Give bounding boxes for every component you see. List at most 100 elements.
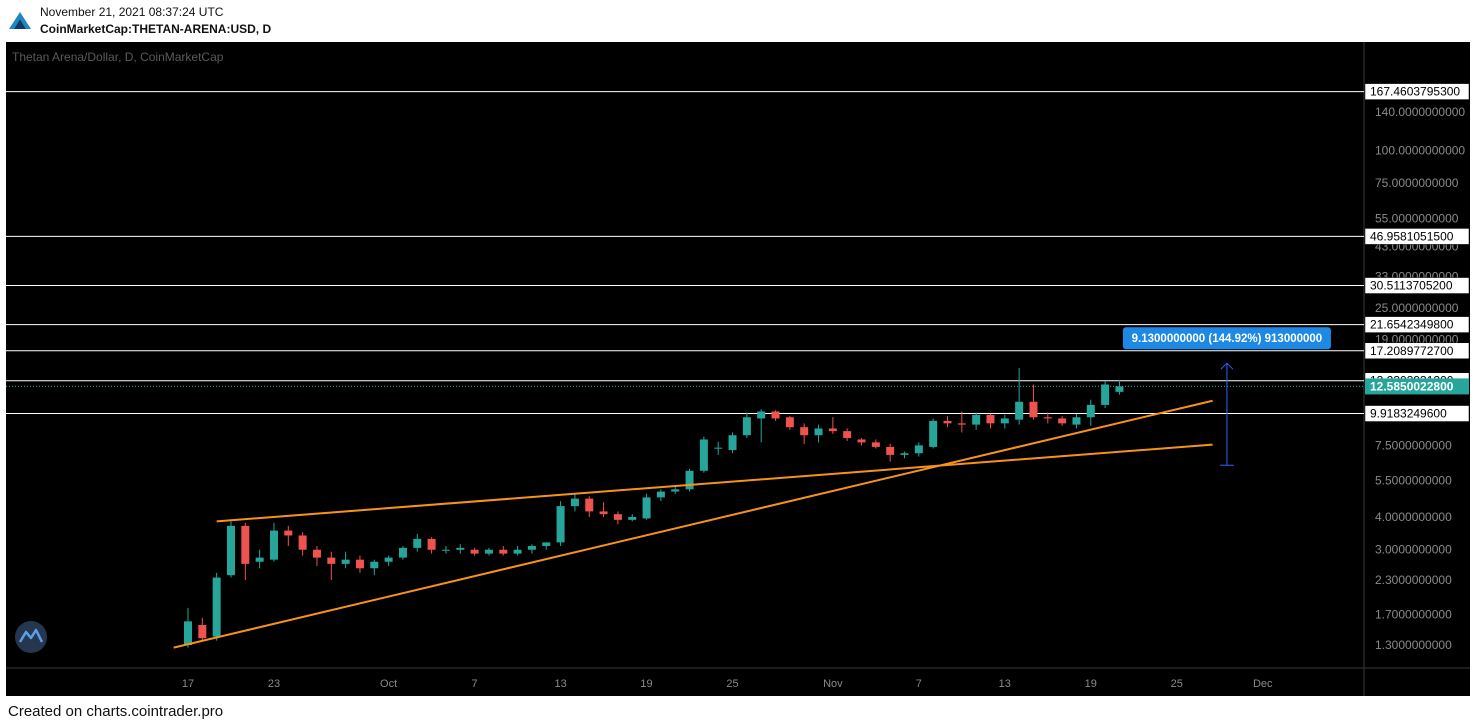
candle-up xyxy=(1000,418,1009,424)
y-tick-label: 55.0000000000 xyxy=(1375,211,1459,225)
candle-down xyxy=(1043,417,1052,419)
x-tick-label: Oct xyxy=(380,678,397,690)
candle-down xyxy=(871,442,880,447)
x-tick-label: 13 xyxy=(999,678,1011,690)
candle-up xyxy=(1015,401,1024,420)
candlestick-chart[interactable]: Thetan Arena/Dollar, D, CoinMarketCap 140… xyxy=(6,42,1470,696)
level-price-label: 9.9183249600 xyxy=(1370,407,1447,421)
last-price-label: 12.5850022800 xyxy=(1370,379,1454,393)
candle-down xyxy=(943,420,952,424)
x-tick-label: 7 xyxy=(916,678,922,690)
candle-down xyxy=(857,439,866,443)
candle-down xyxy=(499,549,508,554)
candle-up xyxy=(456,547,465,550)
candle-up xyxy=(972,414,981,425)
candle-up xyxy=(570,498,579,507)
plot-background xyxy=(6,42,1364,668)
candle-up xyxy=(226,525,235,576)
candle-down xyxy=(1029,401,1038,418)
candle-up xyxy=(384,557,393,562)
candle-down xyxy=(355,559,364,569)
y-tick-label: 1.7000000000 xyxy=(1375,607,1452,621)
x-tick-label: 7 xyxy=(472,678,478,690)
candle-up xyxy=(685,470,694,490)
candle-down xyxy=(800,427,809,436)
candle-down xyxy=(785,417,794,428)
candle-up xyxy=(914,445,923,454)
chart-watermark: Thetan Arena/Dollar, D, CoinMarketCap xyxy=(12,50,224,64)
last-price-badge xyxy=(1365,378,1469,395)
x-tick-label: 19 xyxy=(1085,678,1097,690)
candle-up xyxy=(1072,417,1081,425)
x-tick-label: 13 xyxy=(554,678,566,690)
candle-down xyxy=(470,549,479,554)
candle-up xyxy=(542,542,551,547)
measure-label-box xyxy=(1122,327,1331,350)
x-tick-label: 25 xyxy=(726,678,738,690)
chart-area[interactable]: Thetan Arena/Dollar, D, CoinMarketCap 140… xyxy=(6,42,1470,696)
y-tick-label: 140.0000000000 xyxy=(1375,105,1465,119)
x-tick-label: Dec xyxy=(1253,678,1273,690)
candle-up xyxy=(212,577,221,637)
y-tick-label: 1.3000000000 xyxy=(1375,638,1452,652)
x-tick-label: 25 xyxy=(1171,678,1183,690)
candle-up xyxy=(556,506,565,543)
candle-up xyxy=(671,489,680,492)
y-tick-label: 7.5000000000 xyxy=(1375,438,1452,452)
candle-up xyxy=(728,435,737,451)
candle-up xyxy=(929,420,938,447)
candle-up xyxy=(441,549,450,551)
candle-down xyxy=(957,423,966,425)
level-price-label: 21.6542349800 xyxy=(1370,318,1454,332)
y-tick-label: 25.0000000000 xyxy=(1375,301,1459,315)
measure-label: 9.1300000000 (144.92%) 913000000 xyxy=(1132,333,1323,345)
candle-up xyxy=(255,557,264,562)
level-price-badge xyxy=(1364,316,1470,333)
level-price-badge xyxy=(1364,405,1470,422)
candle-down xyxy=(613,514,622,520)
candle-down xyxy=(198,624,207,639)
candle-down xyxy=(828,428,837,432)
measure-arrow-icon xyxy=(1220,362,1234,370)
candle-up xyxy=(656,491,665,498)
level-price-badge xyxy=(1364,277,1470,294)
candle-up xyxy=(341,559,350,564)
candle-up xyxy=(527,546,536,550)
cointrader-logo-icon xyxy=(9,12,31,29)
y-tick-label: 2.3000000000 xyxy=(1375,573,1452,587)
x-tick-label: 19 xyxy=(640,678,652,690)
candle-up xyxy=(742,417,751,436)
candle-up xyxy=(714,447,723,449)
footer-credit: Created on charts.cointrader.pro xyxy=(8,703,224,720)
candle-down xyxy=(241,525,250,564)
candle-up xyxy=(1101,384,1110,405)
y-tick-label: 100.0000000000 xyxy=(1375,143,1465,157)
candle-down xyxy=(986,414,995,424)
candle-up xyxy=(642,497,651,519)
candle-up xyxy=(413,538,422,548)
candle-up xyxy=(628,516,637,520)
candle-up xyxy=(269,530,278,560)
snapshot-date: November 21, 2021 08:37:24 UTC xyxy=(40,5,224,19)
candle-up xyxy=(370,561,379,569)
chart-header: November 21, 2021 08:37:24 UTC CoinMarke… xyxy=(0,0,1476,42)
candle-up xyxy=(814,428,823,436)
candle-down xyxy=(843,431,852,439)
level-price-badge xyxy=(1364,83,1470,100)
x-tick-label: 23 xyxy=(268,678,280,690)
y-tick-label: 4.0000000000 xyxy=(1375,510,1452,524)
candle-down xyxy=(771,411,780,419)
level-price-badge xyxy=(1364,228,1470,245)
level-price-label: 46.9581051500 xyxy=(1370,229,1454,243)
candle-up xyxy=(900,453,909,455)
symbol-title: CoinMarketCap:THETAN-ARENA:USD, D xyxy=(40,22,272,36)
candle-down xyxy=(585,498,594,512)
candle-down xyxy=(427,538,436,550)
candle-down xyxy=(312,549,321,558)
logo-wave xyxy=(18,628,44,643)
trendline xyxy=(173,399,1213,649)
y-tick-label: 5.5000000000 xyxy=(1375,474,1452,488)
candle-down xyxy=(1058,418,1067,424)
candle-up xyxy=(398,547,407,558)
level-price-label: 167.4603795300 xyxy=(1370,85,1460,99)
